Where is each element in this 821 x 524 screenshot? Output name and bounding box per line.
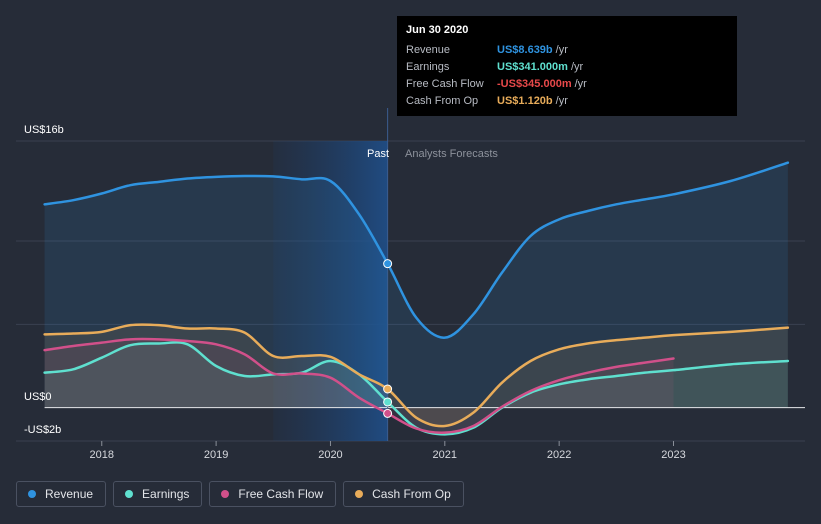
- chart-legend: Revenue Earnings Free Cash Flow Cash From O…: [16, 481, 464, 507]
- legend-item-revenue[interactable]: Revenue: [16, 481, 107, 507]
- free-cash-flow-line: [43, 337, 675, 434]
- cash-from-op-area: [44, 324, 788, 427]
- legend-dot-icon: [125, 490, 134, 498]
- legend-item-earnings[interactable]: Earnings: [113, 481, 203, 507]
- tooltip-row-cash-from-op: Cash From Op US$1.120b/yr: [406, 92, 728, 109]
- tooltip-unit: /yr: [570, 60, 584, 73]
- tooltip-row-earnings: Earnings US$341.000m/yr: [406, 58, 728, 75]
- tooltip-date: Jun 30 2020: [406, 24, 469, 36]
- tooltip-row-free-cash-flow: Free Cash Flow -US$345.000m/yr: [406, 75, 728, 92]
- past-region-band: [273, 141, 388, 441]
- legend-item-free-cash-flow[interactable]: Free Cash Flow: [209, 481, 337, 507]
- legend-dot-icon: [355, 490, 364, 498]
- past-label: Past: [367, 148, 389, 160]
- legend-label: Revenue: [45, 487, 94, 501]
- tooltip-unit: /yr: [555, 43, 568, 56]
- legend-label: Earnings: [142, 487, 190, 501]
- revenue-area: [44, 162, 788, 408]
- tooltip-row-revenue: Revenue US$8.639b/yr: [406, 41, 728, 58]
- tooltip-label: Cash From Op: [406, 94, 479, 107]
- x-tick-label-2023: 2023: [661, 449, 685, 461]
- tooltip-unit: /yr: [555, 94, 568, 107]
- legend-dot-icon: [221, 490, 230, 498]
- tooltip-value: US$1.120b: [497, 94, 553, 107]
- legend-label: Cash From Op: [372, 487, 451, 501]
- x-tick-label-2020: 2020: [318, 449, 342, 461]
- tooltip-value: -US$345.000m: [497, 77, 572, 90]
- tooltip-label: Revenue: [406, 43, 451, 56]
- tooltip-unit: /yr: [574, 77, 587, 90]
- x-tick-label-2022: 2022: [547, 449, 571, 461]
- legend-dot-icon: [28, 490, 36, 498]
- tooltip-value: US$8.639b: [497, 43, 553, 56]
- x-tick-label-2018: 2018: [90, 449, 114, 461]
- x-tick-label-2021: 2021: [433, 449, 457, 461]
- earnings-area: [44, 342, 788, 435]
- y-axis-label-bottom: -US$2b: [24, 424, 61, 436]
- free-cash-flow-highlight-point: [383, 408, 393, 418]
- cash-from-op-highlight-point: [383, 384, 393, 394]
- data-tooltip: Jun 30 2020 Revenue US$8.639b/yr Earnings U…: [397, 16, 737, 116]
- legend-item-cash-from-op[interactable]: Cash From Op: [343, 481, 464, 507]
- y-axis-label-top: US$16b: [24, 124, 64, 136]
- earnings-highlight-point: [383, 397, 393, 407]
- free-cash-flow-area: [44, 339, 674, 433]
- tooltip-value: US$341.000m: [497, 60, 568, 73]
- legend-label: Free Cash Flow: [238, 487, 324, 501]
- y-axis-label-zero: US$0: [24, 391, 52, 403]
- tooltip-label: Earnings: [406, 60, 450, 73]
- forecast-label: Analysts Forecasts: [405, 148, 498, 160]
- x-tick-label-2019: 2019: [204, 449, 228, 461]
- tooltip-label: Free Cash Flow: [406, 77, 484, 90]
- revenue-highlight-point: [383, 259, 393, 269]
